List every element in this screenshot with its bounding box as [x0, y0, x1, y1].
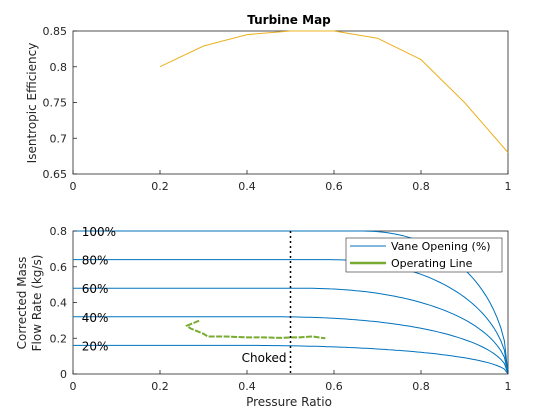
vane-curve — [73, 344, 509, 375]
efficiency-x-tick-label: 0.8 — [412, 180, 430, 193]
flow-y-ticks: 0 0.2 0.4 0.6 0.8 — [50, 225, 77, 381]
operating-line-group — [185, 319, 326, 340]
efficiency-y-label: Isentropic Efficiency — [25, 43, 39, 164]
vane-curve-label: 60% — [82, 282, 109, 296]
flow-x-tick-label: 0.2 — [151, 380, 169, 393]
efficiency-y-tick-label: 0.75 — [43, 97, 68, 110]
efficiency-x-ticks: 0 0.2 0.4 0.6 0.8 1 — [70, 170, 512, 193]
vane-curve-label: 80% — [82, 254, 109, 268]
choke-label: Choked — [242, 351, 287, 365]
legend-box — [345, 237, 503, 273]
vane-curve-label: 100% — [82, 225, 116, 239]
efficiency-y-tick-label: 0.7 — [50, 132, 68, 145]
flow-x-tick-label: 0 — [70, 380, 77, 393]
efficiency-y-tick-label: 0.85 — [43, 25, 68, 38]
flow-y-label-line1: Corrected Mass — [15, 257, 29, 350]
flow-x-tick-label: 0.6 — [325, 380, 343, 393]
flow-y-tick-label: 0.2 — [50, 332, 68, 345]
flow-x-ticks: 0 0.2 0.4 0.6 0.8 1 — [70, 370, 512, 393]
legend: Vane Opening (%) Operating Line — [345, 237, 503, 273]
vane-curve-label: 20% — [82, 339, 109, 353]
flow-y-tick-label: 0.4 — [50, 297, 68, 310]
flow-axes: 100% 80% 60% 40% 20% Choked 0 0.2 0.4 0.6 0.8 1 0… — [15, 225, 512, 409]
efficiency-x-tick-label: 1 — [505, 180, 512, 193]
flow-y-tick-label: 0.6 — [50, 261, 68, 274]
vane-curve — [73, 287, 509, 375]
chart-title: Turbine Map — [247, 13, 331, 27]
flow-x-tick-label: 0.8 — [412, 380, 430, 393]
flow-y-tick-label: 0 — [60, 368, 67, 381]
flow-x-tick-label: 1 — [505, 380, 512, 393]
flow-x-label: Pressure Ratio — [246, 395, 332, 409]
operating-line — [185, 319, 326, 340]
efficiency-line — [159, 30, 509, 153]
efficiency-plot-box — [72, 30, 509, 175]
flow-y-label-line2: Flow Rate (kg/s) — [30, 255, 44, 352]
choke-line-group: Choked — [242, 231, 292, 374]
efficiency-axes: Turbine Map 0 0.2 0.4 0.6 0.8 1 0.650.70.750.… — [25, 13, 512, 193]
vane-curve-label: 40% — [82, 311, 109, 325]
efficiency-x-tick-label: 0.2 — [151, 180, 169, 193]
efficiency-y-tick-label: 0.65 — [43, 168, 68, 181]
efficiency-series — [159, 30, 509, 153]
flow-x-tick-label: 0.4 — [238, 380, 256, 393]
legend-label-operating: Operating Line — [391, 257, 473, 270]
efficiency-y-tick-label: 0.8 — [50, 61, 68, 74]
vane-curve — [73, 259, 509, 375]
flow-y-tick-label: 0.8 — [50, 225, 68, 238]
efficiency-x-tick-label: 0.6 — [325, 180, 343, 193]
efficiency-x-tick-label: 0.4 — [238, 180, 256, 193]
legend-label-vane: Vane Opening (%) — [391, 240, 491, 253]
efficiency-y-ticks: 0.65 0.7 0.75 0.8 0.85 — [43, 25, 77, 181]
efficiency-x-tick-label: 0 — [70, 180, 77, 193]
